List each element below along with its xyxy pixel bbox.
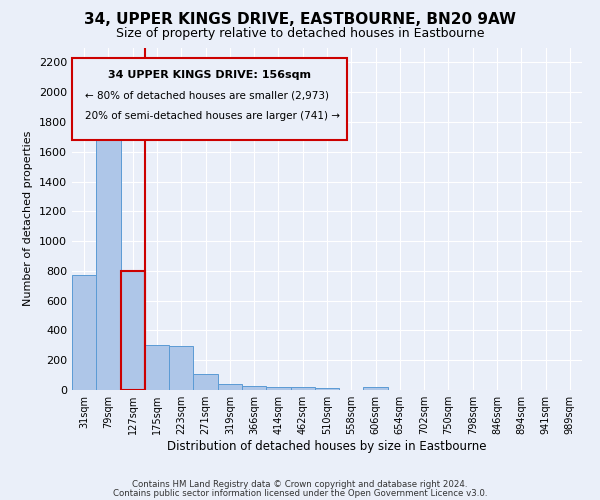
Bar — [315, 388, 339, 390]
Text: Size of property relative to detached houses in Eastbourne: Size of property relative to detached ho… — [116, 28, 484, 40]
Text: ← 80% of detached houses are smaller (2,973): ← 80% of detached houses are smaller (2,… — [85, 90, 329, 101]
Bar — [193, 374, 218, 390]
X-axis label: Distribution of detached houses by size in Eastbourne: Distribution of detached houses by size … — [167, 440, 487, 453]
Bar — [169, 346, 193, 390]
Bar — [72, 274, 96, 390]
Bar — [121, 271, 145, 390]
Bar — [266, 386, 290, 390]
Bar — [218, 384, 242, 390]
FancyBboxPatch shape — [72, 58, 347, 140]
Text: 34, UPPER KINGS DRIVE, EASTBOURNE, BN20 9AW: 34, UPPER KINGS DRIVE, EASTBOURNE, BN20 … — [84, 12, 516, 28]
Bar — [364, 387, 388, 390]
Bar — [290, 387, 315, 390]
Y-axis label: Number of detached properties: Number of detached properties — [23, 131, 34, 306]
Bar — [145, 346, 169, 390]
Text: 34 UPPER KINGS DRIVE: 156sqm: 34 UPPER KINGS DRIVE: 156sqm — [108, 70, 311, 80]
Text: Contains HM Land Registry data © Crown copyright and database right 2024.: Contains HM Land Registry data © Crown c… — [132, 480, 468, 489]
Bar — [242, 386, 266, 390]
Bar — [96, 140, 121, 390]
Text: Contains public sector information licensed under the Open Government Licence v3: Contains public sector information licen… — [113, 489, 487, 498]
Text: 20% of semi-detached houses are larger (741) →: 20% of semi-detached houses are larger (… — [85, 111, 340, 121]
